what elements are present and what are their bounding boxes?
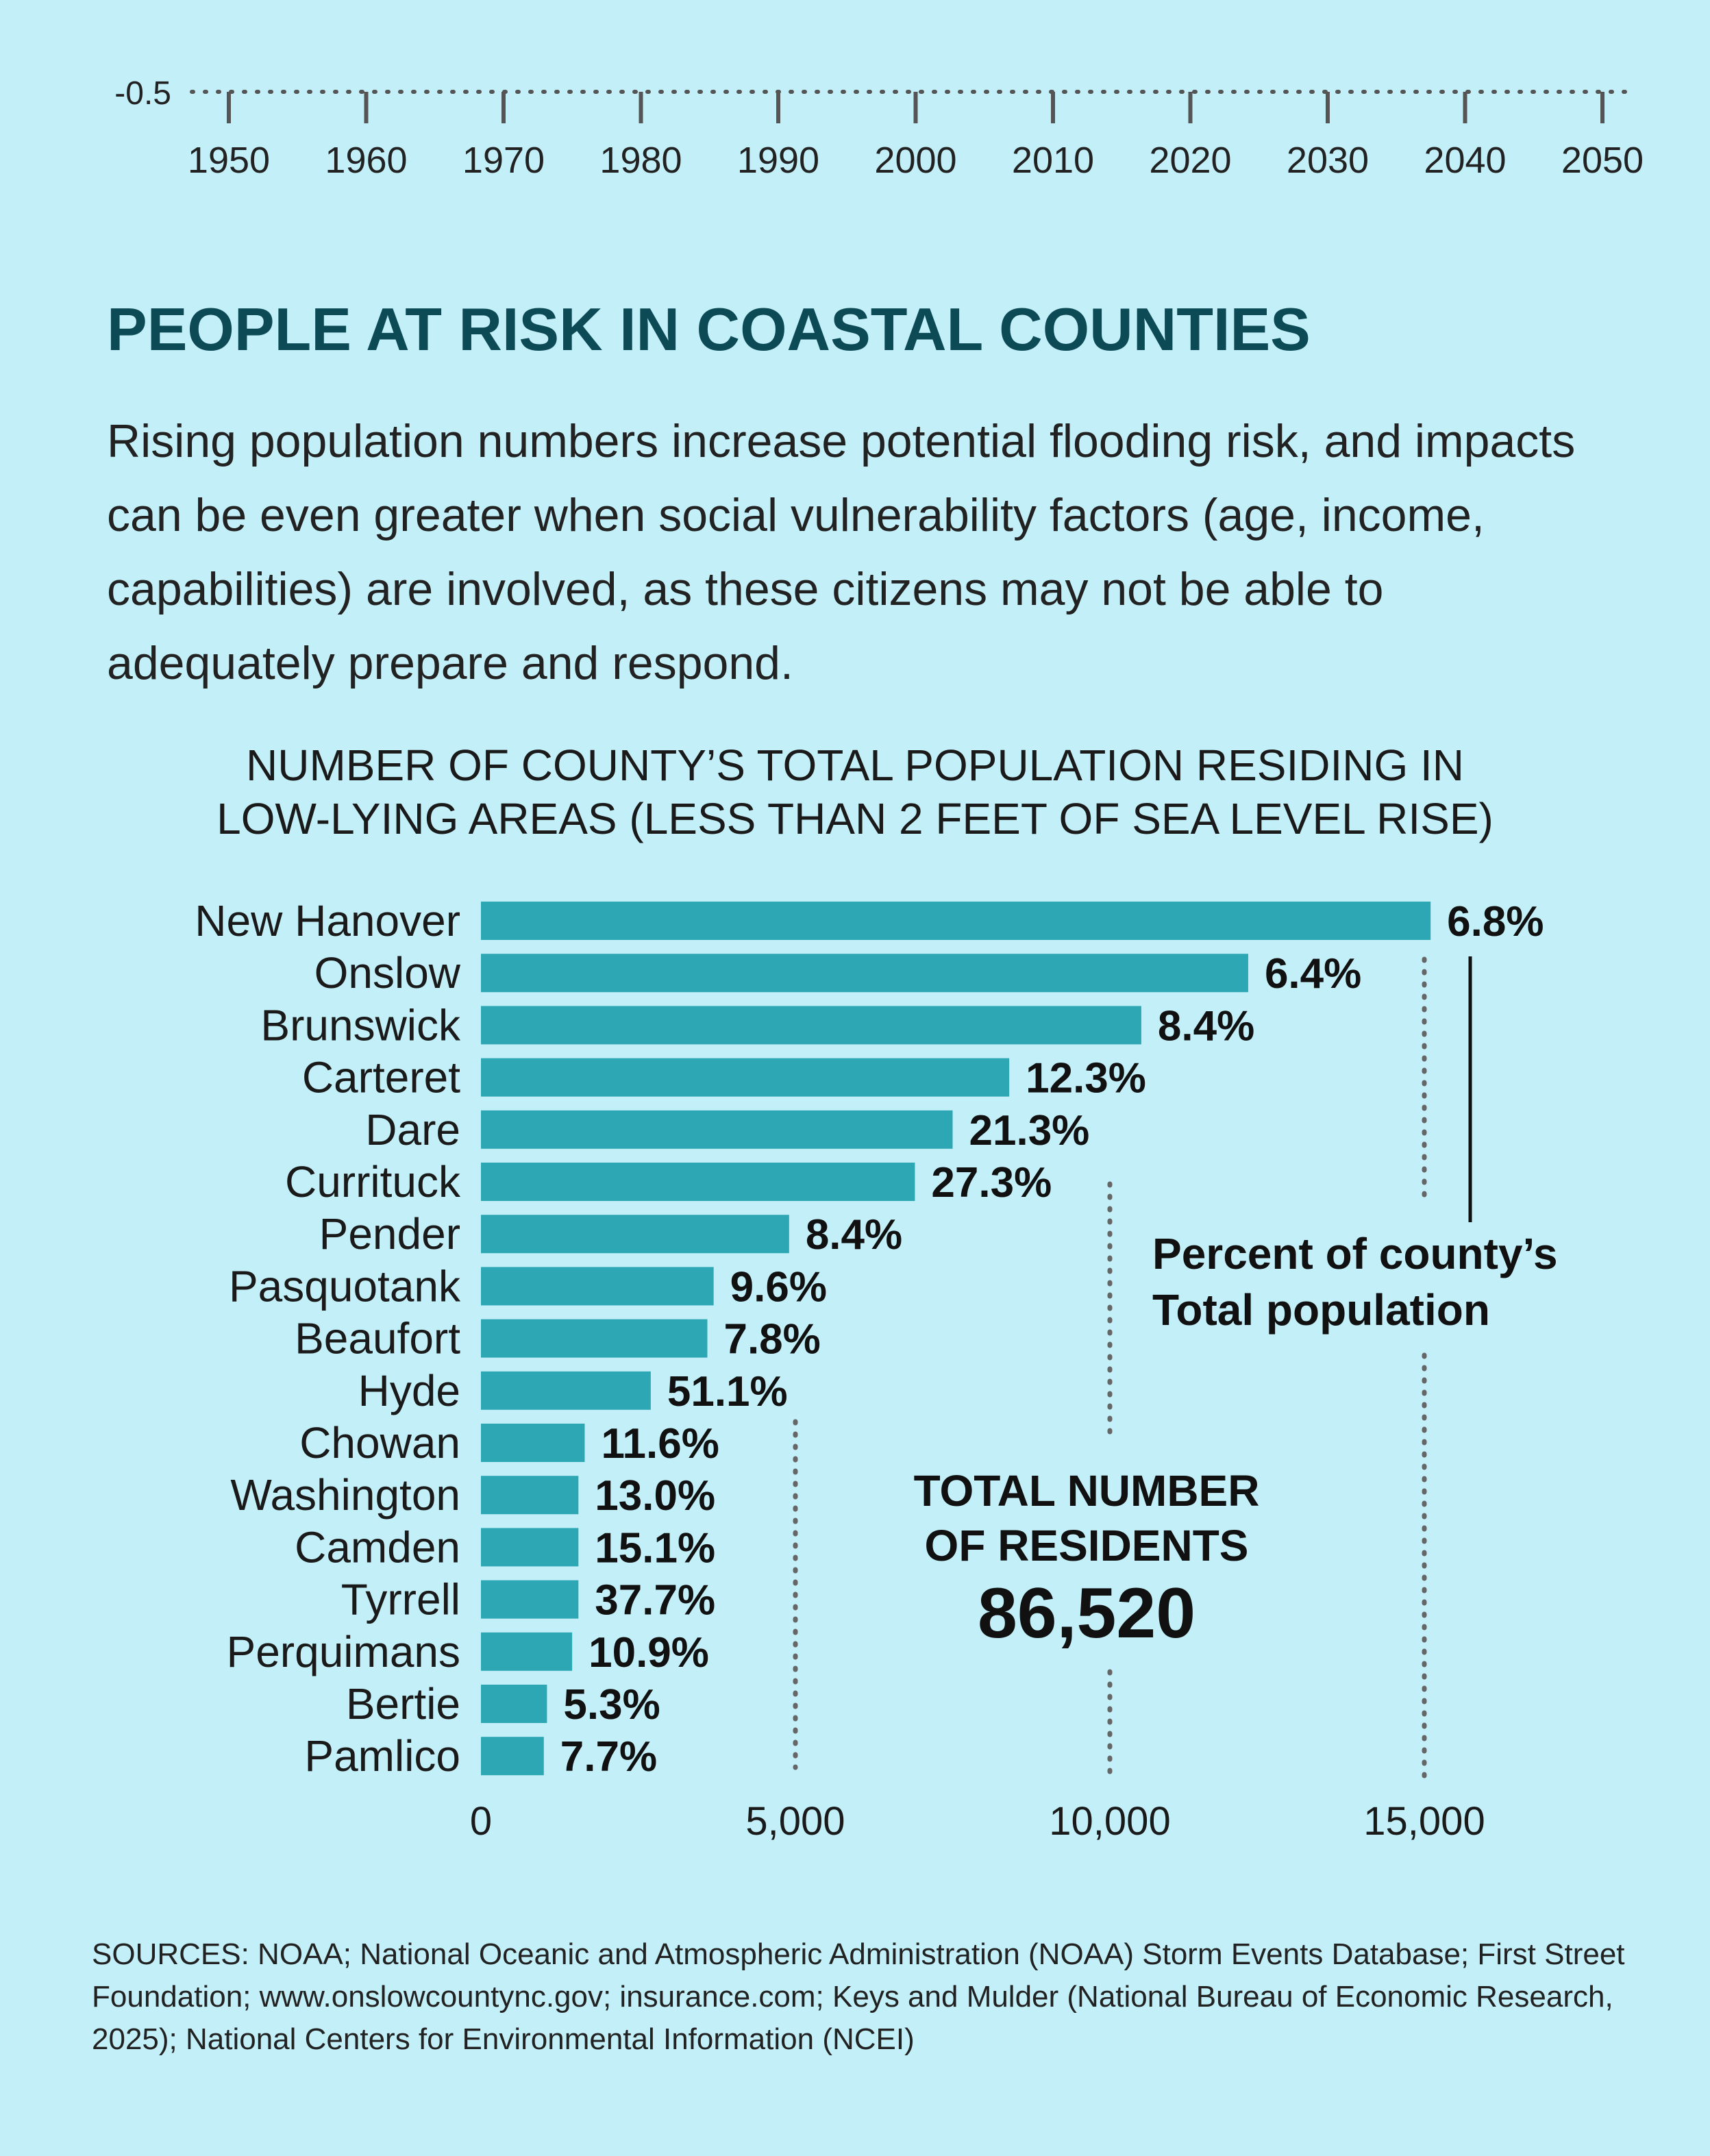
percent-data-label: 11.6% [601, 1420, 719, 1467]
bar-3 [481, 1058, 1010, 1097]
chart-title-line-2: LOW-LYING AREAS (LESS THAN 2 FEET OF SEA… [216, 794, 1494, 843]
bar-14 [481, 1632, 573, 1671]
percent-data-label: 7.8% [723, 1316, 820, 1363]
bar-11 [481, 1476, 579, 1515]
percent-data-label: 9.6% [730, 1263, 827, 1311]
top-axis-tick-label: 2010 [1012, 140, 1094, 181]
county-label: Onslow [314, 948, 461, 998]
x-tick-label: 5,000 [745, 1799, 845, 1844]
section-title: PEOPLE AT RISK IN COASTAL COUNTIES [107, 295, 1311, 363]
percent-data-label: 51.1% [667, 1368, 788, 1415]
bar-0 [481, 902, 1431, 940]
top-axis-tick-label: 1980 [599, 140, 682, 181]
percent-data-label: 13.0% [595, 1472, 715, 1520]
top-axis-tick-label: 1960 [325, 140, 407, 181]
percent-data-label: 7.7% [560, 1733, 657, 1781]
county-label: Pender [319, 1209, 460, 1259]
bar-15 [481, 1685, 547, 1723]
annotation-total-line-2: OF RESIDENTS [925, 1521, 1249, 1570]
x-tick-label: 10,000 [1049, 1799, 1170, 1844]
bar-9 [481, 1371, 651, 1410]
county-label: Bertie [346, 1679, 460, 1728]
county-label: Chowan [299, 1418, 460, 1467]
county-label: Camden [295, 1522, 460, 1572]
previous-chart-axis-fragment: -0.5 1950 1960 1970 1980 1990 2000 2010 2020 2030… [114, 75, 1644, 181]
top-axis-tick-label: 2040 [1424, 140, 1506, 181]
annotation-total-line-1: TOTAL NUMBER [914, 1466, 1260, 1515]
county-label: Currituck [285, 1157, 461, 1206]
percent-data-label: 10.9% [588, 1629, 709, 1676]
bar-6 [481, 1215, 789, 1254]
x-tick-label: 15,000 [1363, 1799, 1485, 1844]
top-axis-ytick-label: -0.5 [114, 75, 171, 112]
percent-data-label: 21.3% [969, 1107, 1090, 1154]
percent-data-label: 15.1% [595, 1524, 715, 1572]
bar-2 [481, 1006, 1141, 1045]
county-label: Pamlico [304, 1731, 460, 1781]
annotation-total-value: 86,520 [978, 1574, 1195, 1653]
county-label: Dare [365, 1105, 460, 1154]
intro-paragraph: Rising population numbers increase poten… [107, 415, 1576, 689]
percent-data-label: 8.4% [1158, 1002, 1254, 1050]
top-axis-tick-label: 1970 [462, 140, 545, 181]
county-label: Perquimans [227, 1627, 461, 1676]
percent-data-label: 27.3% [931, 1159, 1052, 1206]
chart-title-line-1: NUMBER OF COUNTY’S TOTAL POPULATION RESI… [246, 741, 1464, 790]
percent-data-label: 6.8% [1447, 898, 1544, 945]
county-label: Beaufort [295, 1314, 460, 1363]
county-label: Pasquotank [229, 1261, 461, 1311]
bar-10 [481, 1424, 585, 1462]
bar-16 [481, 1737, 544, 1776]
annotation-percent-line: Total population [1152, 1285, 1490, 1335]
top-axis-tick-label: 1990 [737, 140, 819, 181]
bar-7 [481, 1267, 714, 1306]
top-axis-tick-label: 1950 [188, 140, 270, 181]
annotation-percent-line: Percent of county’s [1152, 1229, 1558, 1278]
top-axis-tick-label: 2020 [1149, 140, 1231, 181]
x-tick-label: 0 [470, 1799, 492, 1844]
percent-data-label: 37.7% [595, 1577, 715, 1624]
bar-4 [481, 1110, 953, 1149]
percent-data-label: 6.4% [1265, 950, 1361, 998]
percent-data-label: 5.3% [563, 1681, 660, 1728]
bar-8 [481, 1319, 708, 1358]
county-label: Tyrrell [341, 1575, 460, 1624]
percent-data-label: 12.3% [1026, 1055, 1146, 1102]
county-label: Carteret [302, 1053, 460, 1102]
bar-12 [481, 1528, 579, 1567]
bar-1 [481, 954, 1248, 993]
percent-data-label: 8.4% [806, 1211, 902, 1259]
top-axis-tick-label: 2050 [1561, 140, 1644, 181]
county-label: Hyde [358, 1366, 460, 1415]
sources-note: SOURCES: NOAA; National Oceanic and Atmo… [92, 1937, 1625, 2056]
county-label: Washington [230, 1470, 460, 1520]
top-axis-tick-label: 2000 [874, 140, 956, 181]
top-axis-tick-label: 2030 [1287, 140, 1369, 181]
county-label: Brunswick [260, 1000, 461, 1050]
bar-13 [481, 1580, 579, 1619]
county-label: New Hanover [195, 896, 460, 945]
bar-5 [481, 1163, 915, 1201]
